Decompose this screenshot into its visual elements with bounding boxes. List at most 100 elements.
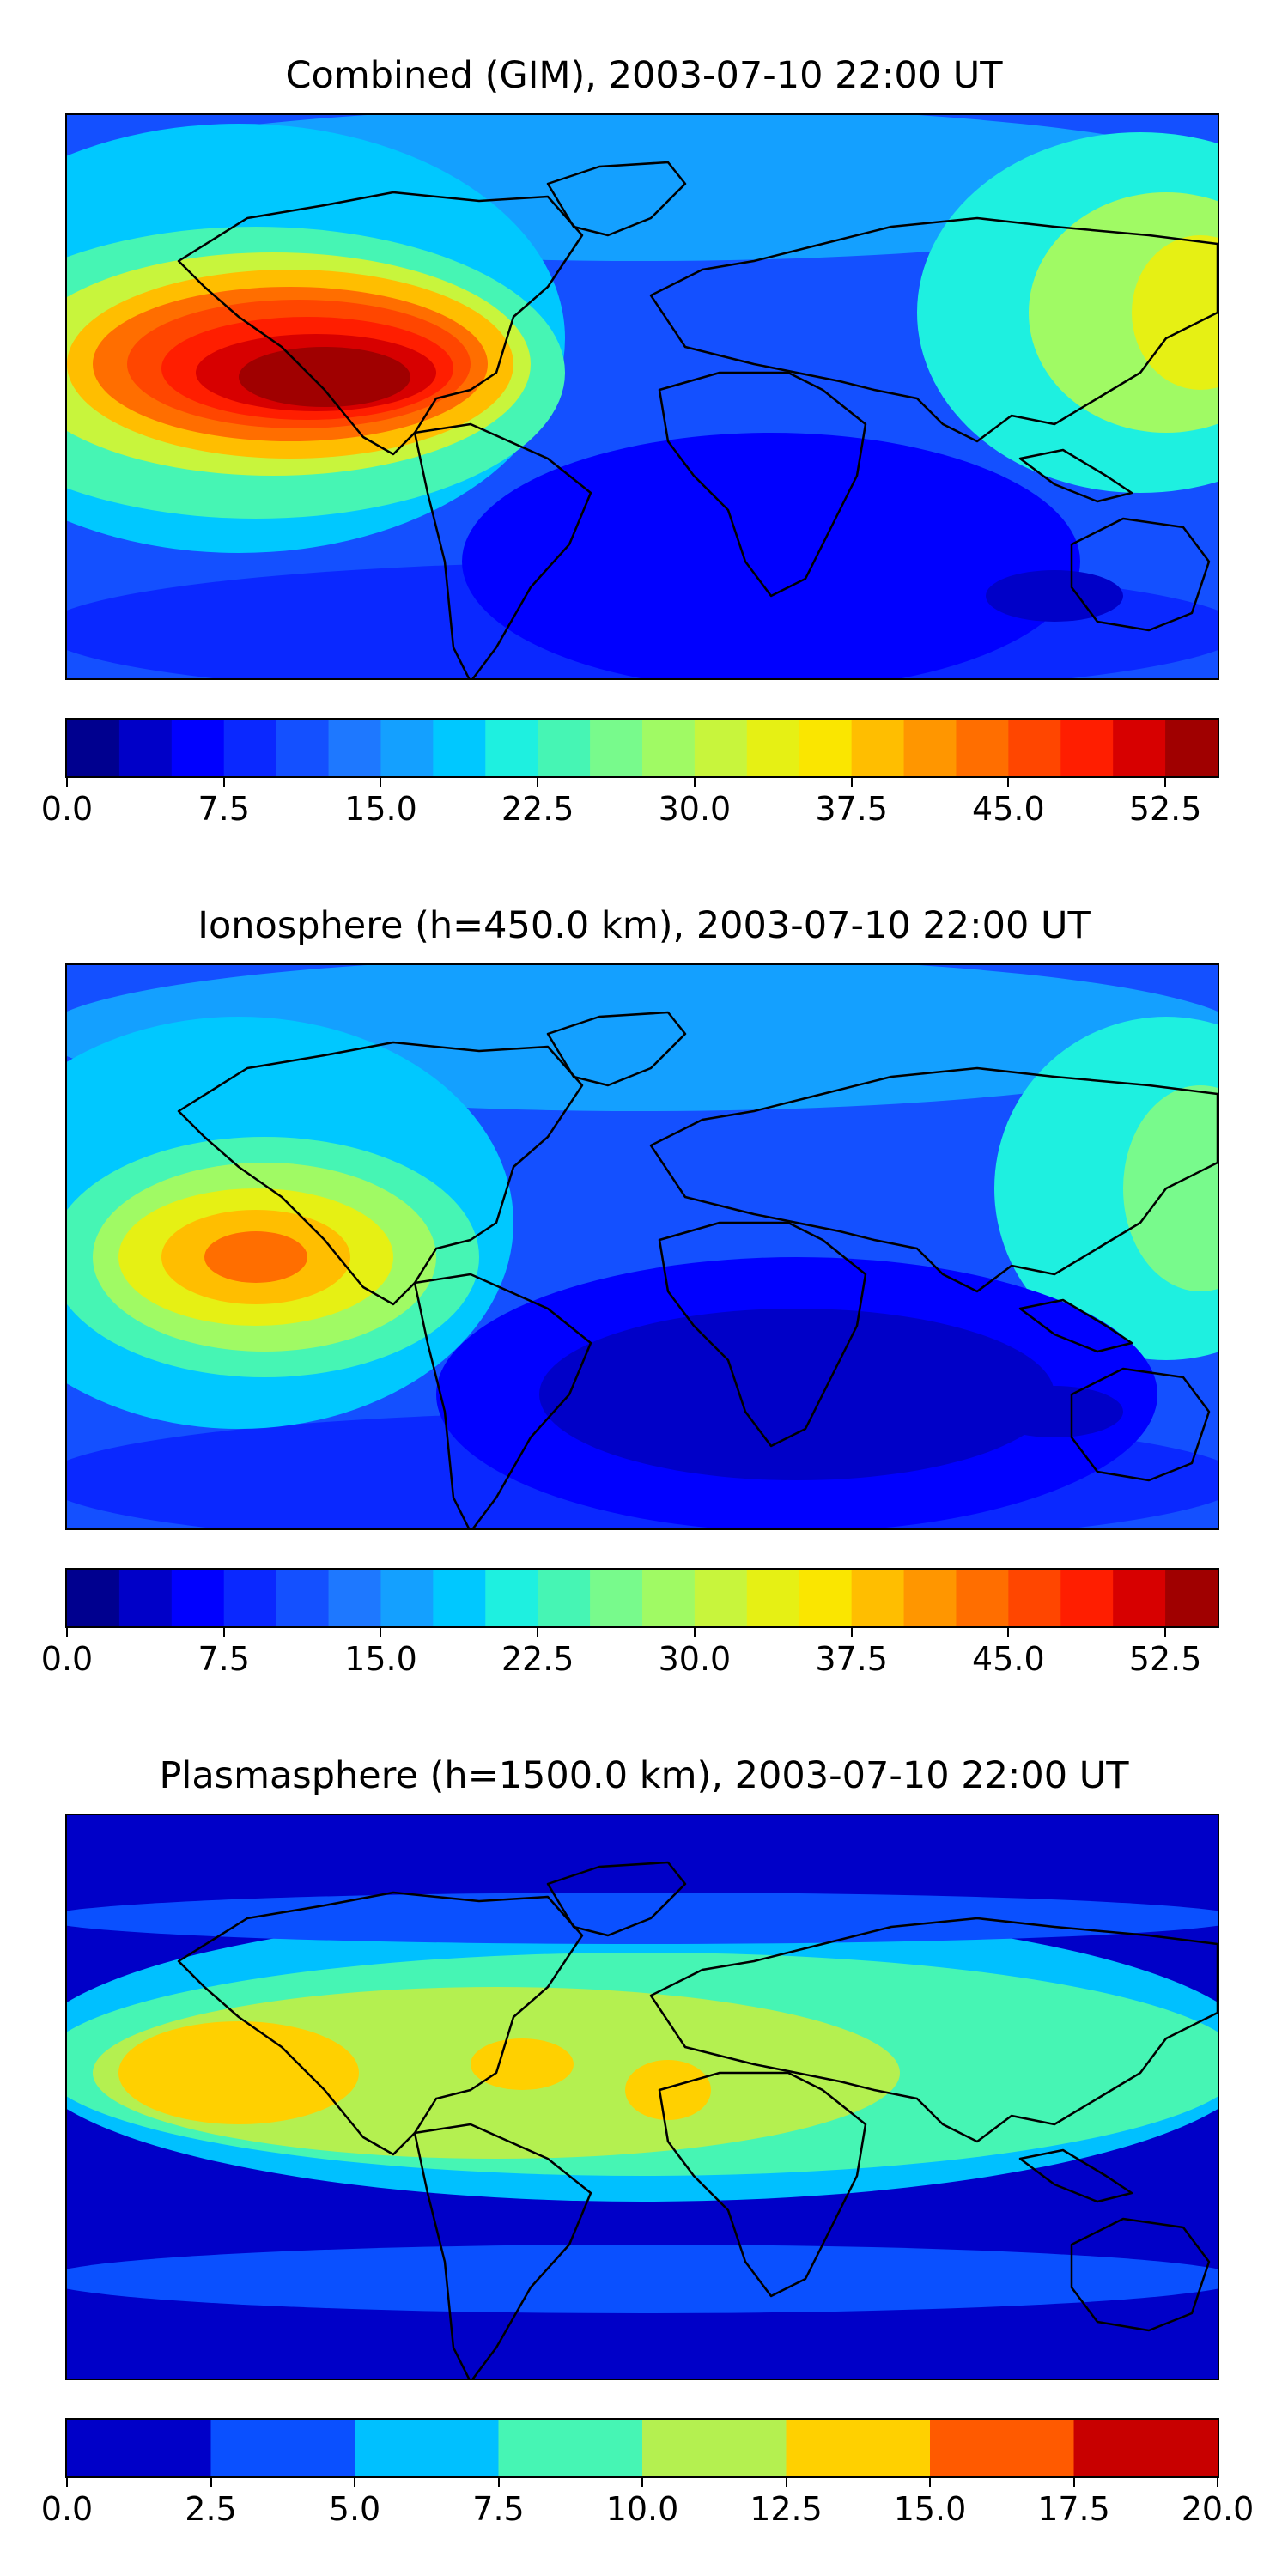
- colorbar-swatch: [799, 720, 853, 776]
- continent-outline: [413, 422, 592, 678]
- heatmap-combined: [67, 115, 1218, 678]
- colorbar-tick: [929, 2478, 931, 2487]
- colorbar-swatch: [1073, 2420, 1218, 2476]
- colorbar-plasmasphere: [65, 2418, 1219, 2478]
- colorbar-swatch: [642, 1570, 696, 1626]
- panel-title-plasmasphere: Plasmasphere (h=1500.0 km), 2003-07-10 2…: [159, 1754, 1129, 1797]
- colorbar-swatch: [380, 1570, 434, 1626]
- colorbar-swatch: [355, 2420, 500, 2476]
- colorbar-tick: [1164, 778, 1167, 787]
- contour-region: [462, 433, 1080, 678]
- contour-region: [67, 2245, 1218, 2313]
- colorbar-tick-label: 5.0: [328, 2490, 381, 2528]
- colorbar-swatch: [210, 2420, 355, 2476]
- colorbar-tick-label: 37.5: [815, 790, 888, 828]
- colorbar-tick: [210, 2478, 212, 2487]
- colorbar-tick: [222, 778, 225, 787]
- contour-region: [539, 1309, 1054, 1480]
- continent-outline: [1070, 2217, 1211, 2332]
- continent-outline: [177, 191, 584, 456]
- colorbar-swatch: [328, 720, 382, 776]
- colorbar-tick-label: 37.5: [815, 1640, 888, 1678]
- colorbar-swatch: [118, 720, 173, 776]
- colorbar-tick-label: 0.0: [40, 2490, 94, 2528]
- colorbar-tick: [1072, 2478, 1075, 2487]
- heatmap-ionosphere: [67, 965, 1218, 1528]
- continent-outline: [1070, 517, 1211, 632]
- colorbar-swatch: [171, 1570, 225, 1626]
- colorbar-tick: [1007, 778, 1010, 787]
- panel-title-ionosphere: Ionosphere (h=450.0 km), 2003-07-10 22:0…: [197, 904, 1091, 947]
- colorbar-swatch: [746, 1570, 800, 1626]
- colorbar-swatch: [498, 2420, 643, 2476]
- coastlines: [177, 1011, 1218, 1528]
- continent-outline: [1070, 1367, 1211, 1482]
- colorbar-swatch: [1165, 720, 1218, 776]
- heatmap-plasmasphere: [67, 1815, 1218, 2379]
- colorbar-swatch: [956, 1570, 1009, 1626]
- colorbar-tick-label: 12.5: [750, 2490, 823, 2528]
- continent-outline: [658, 371, 867, 598]
- coastlines: [177, 1861, 1218, 2379]
- colorbar-swatch: [1060, 1570, 1114, 1626]
- colorbar-tick: [537, 778, 539, 787]
- colorbar-tick: [380, 1628, 382, 1637]
- colorbar-swatch: [694, 1570, 748, 1626]
- colorbar-tick: [1007, 1628, 1010, 1637]
- contour-region: [986, 1386, 1123, 1437]
- colorbar-tick-label: 20.0: [1181, 2490, 1255, 2528]
- colorbar-swatch: [433, 1570, 486, 1626]
- contour-region: [204, 1231, 307, 1283]
- contour-region: [67, 1893, 1218, 1944]
- colorbar-swatch: [903, 720, 957, 776]
- colorbar-swatch: [590, 720, 643, 776]
- colorbar-tick: [537, 1628, 539, 1637]
- continent-outline: [177, 1041, 584, 1306]
- colorbar-tick-label: 0.0: [40, 790, 94, 828]
- contour-region: [1132, 235, 1218, 390]
- colorbar-ticks-plasmasphere: 0.0 2.5 5.0 7.5 10.0 12.5 15.0 17.5 20.0: [0, 2478, 1288, 2538]
- colorbar-swatch: [786, 2420, 931, 2476]
- colorbar-swatch: [67, 2420, 212, 2476]
- colorbar-swatch: [485, 720, 538, 776]
- colorbar-swatch: [538, 1570, 591, 1626]
- colorbar-tick-label: 15.0: [344, 790, 417, 828]
- colorbar-swatch: [590, 1570, 643, 1626]
- colorbar-swatch: [328, 1570, 382, 1626]
- contour-region: [1123, 1085, 1218, 1291]
- map-plasmasphere: [65, 1814, 1219, 2380]
- colorbar-tick-label: 52.5: [1128, 1640, 1202, 1678]
- colorbar-tick-label: 15.0: [893, 2490, 967, 2528]
- map-combined: [65, 113, 1219, 680]
- colorbar-swatch: [1060, 720, 1114, 776]
- colorbar-swatch: [1113, 1570, 1166, 1626]
- colorbar-swatch: [642, 720, 696, 776]
- colorbar-swatch: [171, 720, 225, 776]
- panel-title-combined: Combined (GIM), 2003-07-10 22:00 UT: [285, 54, 1003, 97]
- contour-region: [625, 2060, 711, 2120]
- colorbar-swatch: [746, 720, 800, 776]
- colorbar-swatch: [276, 720, 330, 776]
- continent-outline: [546, 1011, 687, 1087]
- colorbar-swatch: [485, 1570, 538, 1626]
- colorbar-tick: [380, 778, 382, 787]
- colorbar-combined: [65, 718, 1219, 778]
- continent-outline: [649, 216, 1218, 443]
- colorbar-swatch: [223, 720, 277, 776]
- colorbar-tick-label: 2.5: [185, 2490, 237, 2528]
- colorbar-tick: [693, 1628, 696, 1637]
- colorbar-swatch: [851, 720, 905, 776]
- colorbar-tick-label: 30.0: [658, 790, 732, 828]
- colorbar-ticks-combined: 0.0 7.5 15.0 22.5 30.0 37.5 45.0 52.5: [0, 778, 1288, 838]
- colorbar-tick: [1164, 1628, 1167, 1637]
- coastlines: [177, 161, 1218, 678]
- colorbar-tick-label: 30.0: [658, 1640, 732, 1678]
- colorbar-tick-label: 15.0: [344, 1640, 417, 1678]
- colorbar-ticks-ionosphere: 0.0 7.5 15.0 22.5 30.0 37.5 45.0 52.5: [0, 1628, 1288, 1688]
- colorbar-tick: [785, 2478, 787, 2487]
- colorbar-tick-label: 0.0: [40, 1640, 94, 1678]
- continent-outline: [649, 1917, 1218, 2143]
- colorbar-swatch: [1008, 1570, 1061, 1626]
- colorbar-tick-label: 17.5: [1037, 2490, 1110, 2528]
- colorbar-swatch: [851, 1570, 905, 1626]
